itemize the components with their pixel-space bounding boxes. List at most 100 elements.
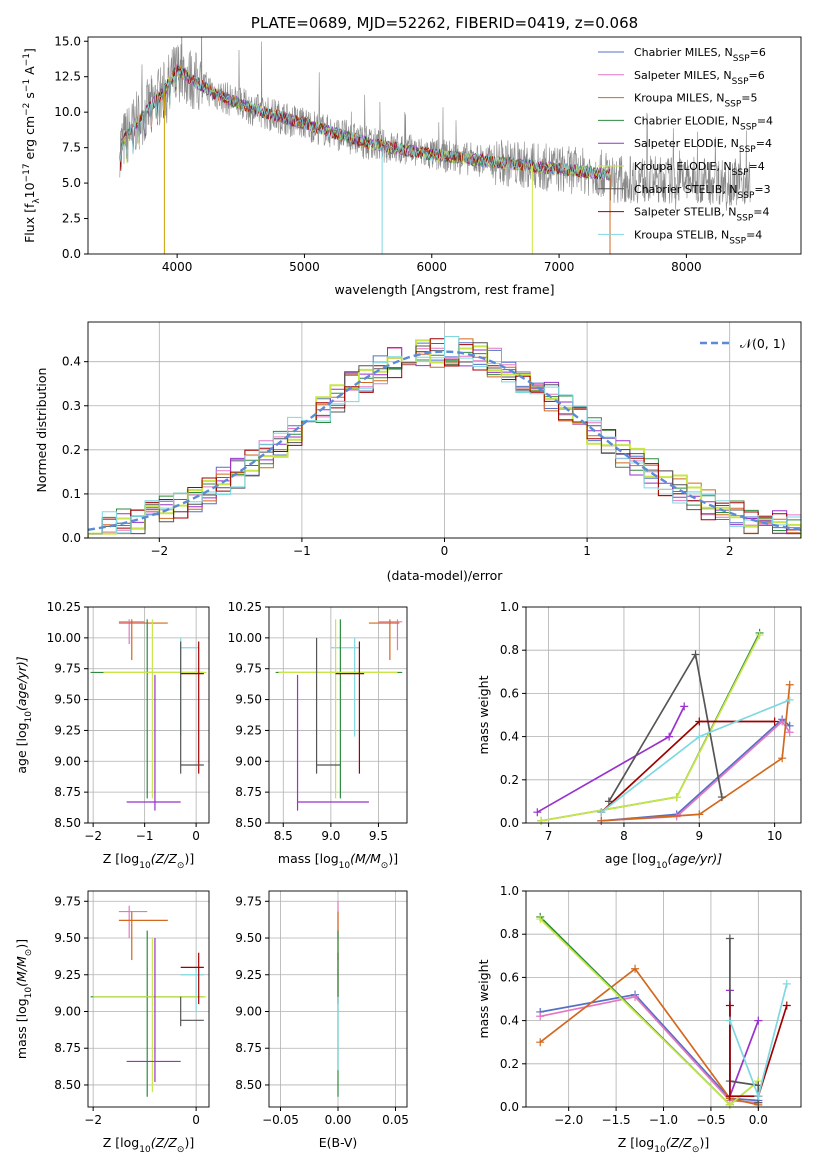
y-axis-label: Flux [fλ10−17 erg cm−2 s−1 A−1] [22,48,42,243]
x-tick-label: 9 [695,829,703,843]
label-part: 10 [339,861,351,871]
spectrum-panel: PLATE=0689, MJD=52262, FIBERID=0419, z=0… [22,14,773,297]
series-line [540,632,761,822]
label-part: −17 [22,163,32,182]
label-part: ⊙ [177,861,185,871]
x-axis-label: wavelength [Angstrom, rest frame] [334,282,554,297]
data-point [754,1016,763,1025]
axes-frame [87,606,210,824]
observed-spectrum [119,37,751,211]
y-tick-label: 0.2 [500,1057,519,1071]
label-part: Kroupa STELIB, N [634,228,729,241]
data-cross [180,641,204,774]
label-part: SSP [738,191,755,201]
label-part: (Z/Z [666,1135,693,1150]
data-cross [275,619,403,799]
label-part: age [log [605,851,656,866]
y-tick-label: 8.75 [54,1041,81,1055]
legend-entry: Chabrier ELODIE, NSSP=4 [634,114,773,132]
y-tick-label: 9.25 [235,723,262,737]
mass-extinction-panel: −0.05 0.00 0.05 8.50 8.75 9.00 9.25 9.50 9.75 E(B… [235,891,409,1150]
x-axis-label: (data-model)/error [387,568,504,583]
x-tick-label: 1 [583,544,591,558]
data-point [631,992,640,1001]
series-line [540,995,759,1104]
label-part: SSP [732,77,749,87]
model-spectrum [119,64,611,180]
x-tick-label: −1 [293,544,311,558]
y-axis-label: Normed distribution [34,368,49,493]
x-axis-label: age [log10(age/yr)] [605,851,722,871]
y-tick-label: 0.3 [62,399,81,413]
chart-title: PLATE=0689, MJD=52262, FIBERID=0419, z=0… [251,14,638,32]
label-part: ⊙ [381,861,389,871]
label-part: Salpeter MILES, N [634,69,732,82]
label-part: Salpeter STELIB, N [634,206,736,219]
data-cross [180,952,204,1005]
axes-frame [87,36,802,255]
y-tick-label: 8.75 [235,1041,262,1055]
y-tick-label: 2.5 [62,212,81,226]
y-tick-label: 9.50 [235,693,262,707]
data-point [770,717,779,726]
y-tick-label: 9.00 [54,1004,81,1018]
y-axis-label: mass weight [476,959,491,1038]
x-axis-label: mass [log10(M/M⊙)] [278,851,398,871]
label-part: Salpeter ELODIE, N [634,137,739,150]
series-line [601,684,791,822]
mass-weight-metallicity-panel: −2.0 −1.5 −1.0 −0.5 0.0 0.0 0.2 0.4 0.6 0.8 1.0 Z [… [476,884,801,1155]
data-point [754,1092,763,1101]
axes-frame [87,890,210,1108]
age-metallicity-panel: −2 −1 0 8.50 8.75 9.00 9.25 9.50 9.75 10.00 10.25 Z… [14,600,209,871]
label-part: ⊙ [177,1145,185,1155]
y-tick-label: 9.50 [54,693,81,707]
x-tick-label: 2 [726,544,734,558]
label-part: =4 [753,206,769,219]
label-part: 10 [24,711,34,723]
data-point [725,934,734,943]
label-part: age [log [14,722,29,773]
age-mass-panel: 8.5 9.0 9.5 8.50 8.75 9.00 9.25 9.50 9.75 10.00 10… [228,600,407,871]
label-part: A [22,66,37,79]
data-cross [118,619,168,661]
x-tick-label: 8000 [671,260,702,274]
y-axis-label: age [log10(age/yr)] [14,656,34,773]
data-point [672,793,681,802]
y-tick-label: 10.0 [54,105,81,119]
x-tick-label: 4000 [162,260,193,274]
y-axis-label: mass [log10(M/M⊙)] [14,939,34,1059]
x-tick-label: 7000 [544,260,575,274]
label-part: 10 [22,182,37,198]
data-point [695,717,704,726]
label-part: Kroupa MILES, N [634,92,724,105]
x-tick-label: 0 [192,829,200,843]
y-tick-label: 1.0 [500,600,519,614]
series-line [729,1005,788,1098]
label-part: =4 [749,160,765,173]
y-tick-label: 9.25 [235,968,262,982]
mass-metallicity-panel: −2 08.508.759.009.259.509.75Z [log10(Z/Z⊙… [14,891,209,1155]
x-axis-label: Z [log10(Z/Z⊙)] [103,1135,194,1155]
x-tick-label: 0 [441,544,449,558]
y-tick-label: 0.8 [500,927,519,941]
x-axis-label: Z [log10(Z/Z⊙)] [618,1135,709,1155]
y-tick-label: 5.0 [62,176,81,190]
y-tick-label: 9.75 [54,662,81,676]
x-tick-label: −2 [84,829,102,843]
y-tick-label: 10.25 [47,600,81,614]
y-tick-label: 8.75 [235,785,262,799]
label-part: =4 [746,228,762,241]
data-point [665,732,674,741]
y-tick-label: 12.5 [54,70,81,84]
label-part: Z [log [618,1135,654,1150]
series-line [540,993,759,1102]
y-tick-label: 7.5 [62,141,81,155]
label-part: SSP [732,168,749,178]
axes-frame [525,606,802,824]
data-point [725,1092,734,1101]
y-tick-label: 1.0 [500,884,519,898]
x-tick-label: 8 [620,829,628,843]
x-tick-label: −2 [84,1113,102,1127]
x-tick-label: 6000 [416,260,447,274]
histogram-panel: −2 −1 0 1 2 0.0 0.1 0.2 0.3 0.4 (data-model)/error… [34,322,802,583]
